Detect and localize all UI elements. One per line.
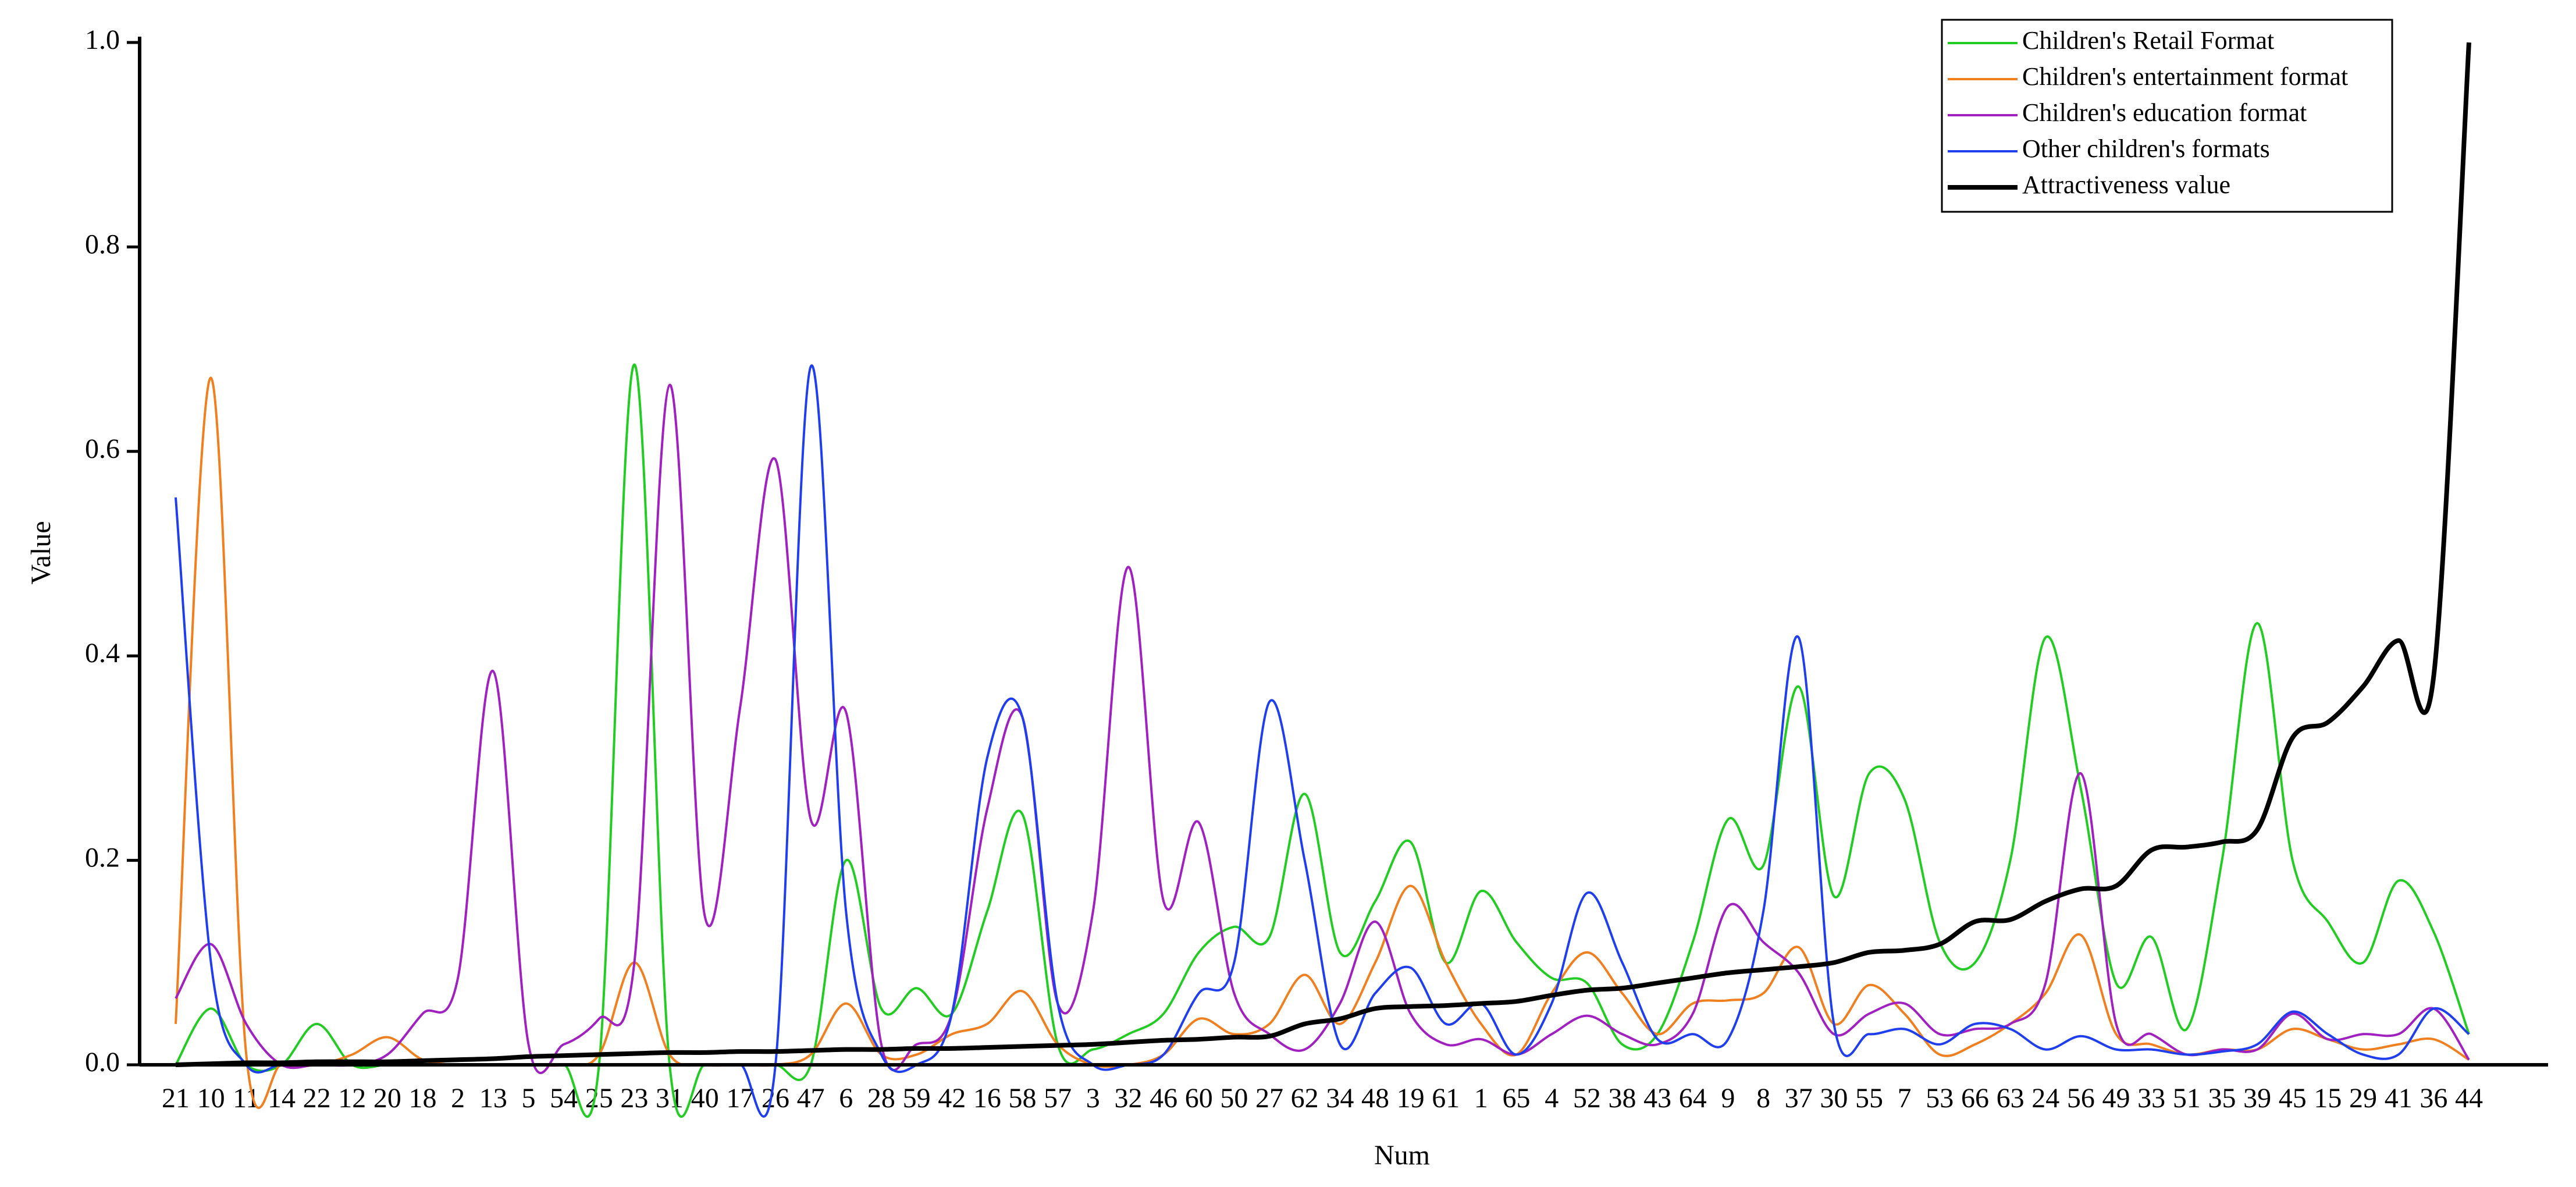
x-axis-label: Num (1374, 1140, 1430, 1171)
y-tick-label: 0.0 (85, 1047, 120, 1078)
x-tick-label: 48 (1361, 1083, 1389, 1114)
y-axis-label: Value (26, 521, 56, 584)
y-tick-label: 1.0 (85, 24, 120, 55)
x-tick-label: 6 (839, 1083, 853, 1114)
y-tick-label: 0.2 (85, 843, 120, 873)
x-tick-label: 35 (2208, 1083, 2236, 1114)
x-tick-label: 27 (1255, 1083, 1283, 1114)
x-tick-label: 30 (1820, 1083, 1848, 1114)
x-tick-label: 42 (938, 1083, 966, 1114)
x-tick-label: 17 (726, 1083, 754, 1114)
x-tick-label: 23 (620, 1083, 648, 1114)
legend-label: Children's entertainment format (2022, 62, 2348, 91)
x-tick-label: 13 (479, 1083, 507, 1114)
x-tick-label: 60 (1185, 1083, 1213, 1114)
x-tick-label: 31 (656, 1083, 684, 1114)
x-tick-label: 56 (2067, 1083, 2095, 1114)
x-tick-label: 19 (1397, 1083, 1425, 1114)
x-tick-label: 52 (1573, 1083, 1601, 1114)
x-tick-label: 61 (1432, 1083, 1460, 1114)
x-tick-label: 10 (197, 1083, 225, 1114)
x-tick-label: 22 (303, 1083, 331, 1114)
y-tick-label: 0.6 (85, 433, 120, 464)
x-tick-label: 49 (2102, 1083, 2130, 1114)
x-tick-label: 3 (1086, 1083, 1100, 1114)
x-tick-label: 8 (1756, 1083, 1770, 1114)
x-tick-label: 26 (762, 1083, 789, 1114)
x-tick-label: 50 (1220, 1083, 1248, 1114)
x-tick-label: 59 (903, 1083, 931, 1114)
series-line (175, 363, 2470, 1118)
x-tick-label: 62 (1291, 1083, 1319, 1114)
x-tick-label: 20 (373, 1083, 401, 1114)
legend-label: Attractiveness value (2022, 170, 2230, 199)
x-tick-label: 12 (338, 1083, 366, 1114)
y-tick-label: 0.8 (85, 229, 120, 260)
x-tick-label: 41 (2385, 1083, 2413, 1114)
x-tick-label: 47 (797, 1083, 825, 1114)
x-tick-label: 40 (691, 1083, 719, 1114)
x-tick-label: 44 (2455, 1083, 2483, 1114)
x-tick-label: 18 (409, 1083, 437, 1114)
x-tick-label: 53 (1926, 1083, 1954, 1114)
x-tick-label: 29 (2349, 1083, 2377, 1114)
x-tick-label: 39 (2243, 1083, 2271, 1114)
x-tick-label: 28 (867, 1083, 895, 1114)
x-tick-label: 1 (1474, 1083, 1488, 1114)
legend-label: Children's Retail Format (2022, 26, 2274, 55)
legend-label: Children's education format (2022, 98, 2307, 127)
x-tick-label: 16 (973, 1083, 1001, 1114)
y-tick-label: 0.4 (85, 638, 120, 669)
series-line (175, 383, 2470, 1074)
x-tick-label: 64 (1679, 1083, 1707, 1114)
x-tick-label: 36 (2420, 1083, 2447, 1114)
x-tick-label: 14 (268, 1083, 296, 1114)
x-tick-label: 54 (550, 1083, 578, 1114)
x-tick-label: 25 (585, 1083, 613, 1114)
series-line (175, 42, 2471, 1067)
x-tick-label: 15 (2314, 1083, 2342, 1114)
x-tick-label: 24 (2031, 1083, 2059, 1114)
x-tick-label: 45 (2279, 1083, 2307, 1114)
x-tick-label: 37 (1785, 1083, 1813, 1114)
x-tick-label: 57 (1044, 1083, 1072, 1114)
x-tick-label: 51 (2173, 1083, 2201, 1114)
x-tick-label: 9 (1721, 1083, 1735, 1114)
x-tick-label: 38 (1608, 1083, 1636, 1114)
legend-label: Other children's formats (2022, 134, 2270, 163)
x-tick-label: 34 (1326, 1083, 1354, 1114)
x-tick-label: 11 (233, 1083, 259, 1114)
x-tick-label: 21 (162, 1083, 190, 1114)
x-tick-label: 66 (1961, 1083, 1989, 1114)
x-tick-label: 2 (451, 1083, 465, 1114)
x-tick-label: 58 (1009, 1083, 1037, 1114)
x-tick-label: 55 (1855, 1083, 1883, 1114)
x-tick-label: 46 (1150, 1083, 1177, 1114)
x-tick-label: 33 (2137, 1083, 2165, 1114)
x-tick-label: 5 (521, 1083, 535, 1114)
x-tick-label: 7 (1898, 1083, 1912, 1114)
x-tick-label: 65 (1503, 1083, 1531, 1114)
x-tick-label: 32 (1114, 1083, 1142, 1114)
x-tick-label: 43 (1643, 1083, 1671, 1114)
x-tick-label: 4 (1545, 1083, 1559, 1114)
x-tick-label: 63 (1997, 1083, 2024, 1114)
